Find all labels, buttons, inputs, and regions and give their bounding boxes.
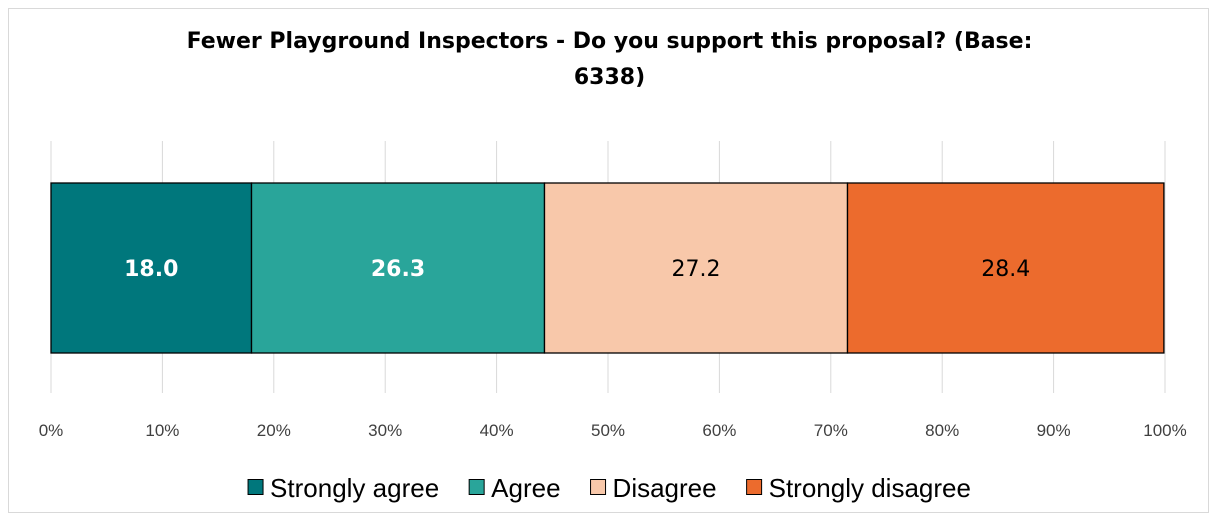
x-tick-label: 100% xyxy=(1143,421,1186,440)
data-label: 26.3 xyxy=(371,257,425,282)
x-tick-label: 30% xyxy=(368,421,402,440)
legend-label: Disagree xyxy=(613,473,717,503)
x-tick-label: 70% xyxy=(814,421,848,440)
data-label: 18.0 xyxy=(124,257,178,282)
data-label: 27.2 xyxy=(672,257,721,282)
legend-label: Strongly disagree xyxy=(769,473,971,503)
x-tick-label: 0% xyxy=(39,421,64,440)
legend-swatch xyxy=(591,480,606,495)
x-tick-label: 10% xyxy=(145,421,179,440)
legend-label: Agree xyxy=(491,473,560,503)
legend-label: Strongly agree xyxy=(270,473,439,503)
x-tick-label: 50% xyxy=(591,421,625,440)
data-label: 28.4 xyxy=(981,257,1030,282)
legend-swatch xyxy=(248,480,263,495)
x-tick-label: 90% xyxy=(1037,421,1071,440)
x-tick-label: 40% xyxy=(480,421,514,440)
legend-swatch xyxy=(469,480,484,495)
x-tick-label: 20% xyxy=(257,421,291,440)
x-tick-label: 80% xyxy=(925,421,959,440)
x-tick-label: 60% xyxy=(702,421,736,440)
legend-swatch xyxy=(747,480,762,495)
